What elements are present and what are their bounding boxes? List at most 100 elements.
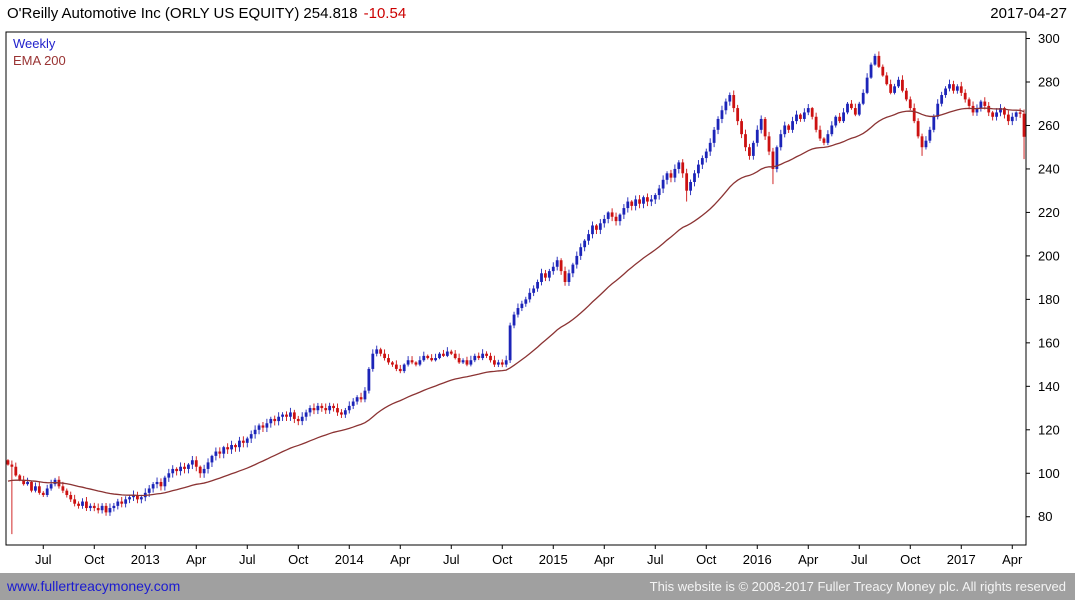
- candle-body: [936, 103, 940, 117]
- candle-body: [269, 418, 273, 424]
- candle-body: [289, 412, 292, 417]
- candle-body: [139, 497, 143, 500]
- candle-body: [128, 497, 131, 500]
- candle-body: [453, 353, 457, 359]
- candle-body: [285, 414, 288, 417]
- candle-body: [406, 360, 410, 365]
- candle-body: [598, 223, 602, 230]
- candle-body: [952, 84, 955, 91]
- candle-body: [187, 464, 190, 469]
- ema-line: [7, 107, 1025, 497]
- candle-body: [300, 416, 304, 422]
- candle-body: [516, 308, 520, 315]
- candle-body: [744, 134, 747, 148]
- candle-body: [877, 55, 881, 67]
- candle-body: [210, 455, 214, 463]
- candle-body: [563, 271, 567, 282]
- candle-body: [755, 129, 759, 143]
- candle-body: [179, 466, 182, 472]
- candle-body: [881, 66, 885, 76]
- candle-body: [273, 418, 277, 422]
- candle-body: [959, 86, 963, 93]
- y-tick-label: 140: [1038, 379, 1060, 394]
- candle-body: [241, 440, 245, 443]
- candle-body: [167, 473, 171, 478]
- candle-body: [34, 486, 37, 491]
- candle-body: [496, 362, 500, 365]
- candle-body: [485, 353, 488, 356]
- candle-body: [65, 490, 69, 496]
- candle-body: [697, 164, 700, 174]
- candle-body: [673, 168, 677, 178]
- candle-body: [967, 99, 971, 106]
- website-link[interactable]: www.fullertreacymoney.com: [7, 578, 181, 594]
- candle-body: [861, 92, 865, 104]
- candle-body: [889, 84, 893, 93]
- candle-body: [630, 201, 634, 206]
- candle-body: [147, 488, 151, 493]
- candle-body: [292, 412, 296, 419]
- plot-background: [6, 32, 1026, 545]
- candle-body: [932, 116, 936, 130]
- candle-body: [948, 84, 951, 89]
- candle-body: [700, 158, 704, 165]
- x-tick-label: Apr: [798, 552, 819, 567]
- candle-body: [963, 92, 967, 100]
- x-tick-label: Jul: [35, 552, 52, 567]
- candle-body: [61, 486, 65, 491]
- candle-body: [238, 440, 241, 448]
- x-tick-label: 2013: [131, 552, 160, 567]
- x-tick-label: Jul: [647, 552, 664, 567]
- candle-body: [202, 468, 206, 474]
- candle-body: [1022, 113, 1026, 137]
- candle-body: [916, 121, 920, 137]
- candle-body: [567, 273, 571, 282]
- candle-body: [355, 397, 359, 402]
- candle-body: [430, 358, 434, 361]
- candle-body: [818, 129, 822, 139]
- candle-body: [795, 114, 798, 122]
- candle-body: [740, 121, 743, 135]
- candle-body: [336, 408, 339, 413]
- y-tick-label: 120: [1038, 422, 1060, 437]
- candle-body: [1003, 108, 1006, 115]
- y-tick-label: 180: [1038, 292, 1060, 307]
- candle-body: [767, 136, 771, 152]
- candle-body: [226, 447, 230, 450]
- candle-body: [234, 445, 237, 448]
- candle-body: [104, 505, 108, 513]
- candle-body: [410, 360, 414, 363]
- candle-body: [265, 423, 269, 428]
- candle-body: [151, 484, 155, 489]
- candle-body: [520, 303, 524, 309]
- candle-body: [708, 142, 712, 152]
- candle-body: [1010, 116, 1014, 122]
- candle-body: [41, 492, 45, 496]
- candle-body: [22, 479, 26, 485]
- candle-body: [555, 260, 559, 267]
- candle-body: [591, 225, 594, 235]
- candle-body: [116, 501, 120, 506]
- candle-body: [18, 475, 22, 480]
- candle-body: [347, 405, 351, 411]
- candle-body: [763, 118, 767, 137]
- candle-body: [81, 501, 84, 506]
- candle-body: [163, 477, 167, 487]
- candle-body: [304, 412, 308, 417]
- candle-body: [457, 358, 461, 363]
- x-tick-label: Jul: [851, 552, 868, 567]
- candle-body: [728, 95, 732, 102]
- candle-body: [1018, 112, 1022, 114]
- candle-body: [583, 240, 587, 248]
- candle-body: [748, 147, 751, 156]
- candle-body: [838, 116, 842, 122]
- price-chart: 80 100 120 140 160 180 200 220 240 260 280 300 Jul Oc…: [0, 28, 1075, 575]
- candle-body: [791, 121, 794, 130]
- candle-body: [920, 136, 924, 148]
- candle-body: [37, 486, 41, 493]
- candle-body: [320, 405, 324, 409]
- candle-body: [551, 266, 555, 272]
- candle-body: [822, 138, 826, 143]
- candle-body: [296, 418, 300, 422]
- candle-body: [214, 451, 218, 456]
